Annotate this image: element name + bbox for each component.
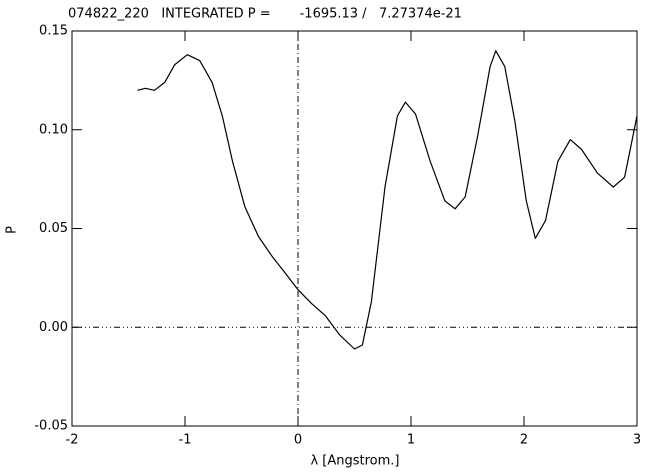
x-tick-label: 2 [520, 433, 528, 448]
x-tick-label: -1 [179, 433, 192, 448]
x-tick-label: 0 [294, 433, 302, 448]
data-line [137, 50, 638, 350]
x-axis-label: λ [Angstrom.] [310, 454, 399, 469]
y-tick-label: -0.05 [34, 419, 68, 434]
chart-title: 074822_220 INTEGRATED P = -1695.13 / 7.2… [68, 7, 462, 22]
y-tick-label: 0.10 [39, 122, 68, 137]
x-tick-label: -2 [66, 433, 79, 448]
y-tick-label: 0.00 [39, 320, 68, 335]
y-axis-label: P [5, 226, 20, 234]
y-tick-label: 0.15 [39, 24, 68, 39]
y-tick-label: 0.05 [39, 221, 68, 236]
x-tick-label: 1 [407, 433, 415, 448]
x-tick-label: 3 [633, 433, 641, 448]
